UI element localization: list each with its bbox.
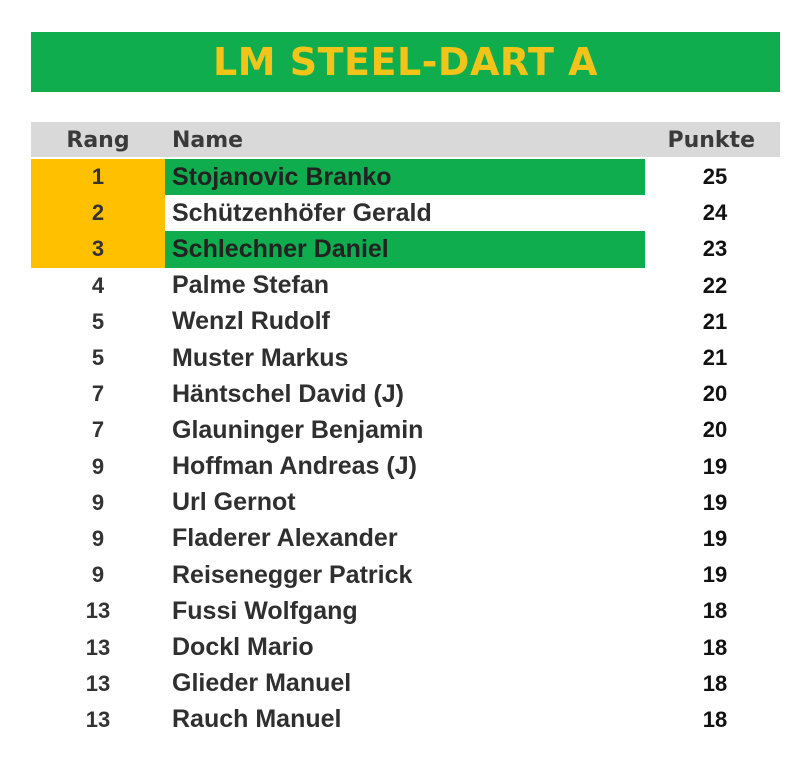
points-cell: 18 <box>702 598 728 624</box>
points-cell: 19 <box>702 525 728 551</box>
table-row: 1 Stojanovic Branko 25 <box>31 159 780 196</box>
rank-cell: 13 <box>85 598 111 624</box>
title-banner: LM STEEL-DART A <box>31 32 780 92</box>
table-row: 9 Hoffman Andreas (J) 19 <box>31 449 780 485</box>
player-name-cell: Reisenegger Patrick <box>172 560 413 589</box>
player-name-cell: Fladerer Alexander <box>172 524 398 553</box>
player-name-cell: Palme Stefan <box>172 271 330 300</box>
rank-cell: 13 <box>85 706 111 732</box>
rank-cell: 9 <box>91 525 105 551</box>
rank-cell: 5 <box>91 308 105 334</box>
rank-cell: 2 <box>31 195 165 232</box>
table-row: 13 Rauch Manuel 18 <box>31 702 780 738</box>
rank-cell: 7 <box>91 381 105 407</box>
rank-cell: 1 <box>31 159 165 196</box>
points-cell: 25 <box>702 164 728 190</box>
points-cell: 19 <box>702 453 728 479</box>
table-header: Rang Name Punkte <box>31 122 780 157</box>
points-cell: 18 <box>702 706 728 732</box>
rank-cell: 7 <box>91 417 105 443</box>
player-name-cell: Fussi Wolfgang <box>172 596 358 625</box>
player-name-cell: Glauninger Benjamin <box>172 415 424 444</box>
table-row: 4 Palme Stefan 22 <box>31 268 780 304</box>
player-name-cell: Dockl Mario <box>172 633 314 662</box>
player-name-cell: Rauch Manuel <box>172 705 342 734</box>
page-title: LM STEEL-DART A <box>212 40 598 84</box>
table-row: 13 Dockl Mario 18 <box>31 629 780 665</box>
points-cell: 18 <box>702 670 728 696</box>
table-row: 7 Häntschel David (J) 20 <box>31 376 780 412</box>
player-name-cell: Schlechner Daniel <box>165 231 645 268</box>
ranking-table: 1 Stojanovic Branko 25 2 Schützenhöfer Geral… <box>31 159 780 738</box>
points-cell: 20 <box>702 381 728 407</box>
rank-cell: 9 <box>91 489 105 515</box>
header-name: Name <box>172 128 244 153</box>
player-name-cell: Schützenhöfer Gerald <box>172 198 432 227</box>
table-row: 2 Schützenhöfer Gerald 24 <box>31 195 780 232</box>
points-cell: 21 <box>702 308 728 334</box>
points-cell: 21 <box>702 345 728 371</box>
points-cell: 18 <box>702 634 728 660</box>
table-row: 3 Schlechner Daniel 23 <box>31 231 780 268</box>
table-row: 5 Wenzl Rudolf 21 <box>31 304 780 340</box>
rank-cell: 9 <box>91 562 105 588</box>
player-name-cell: Muster Markus <box>172 343 349 372</box>
points-cell: 24 <box>702 200 728 226</box>
table-row: 13 Glieder Manuel 18 <box>31 666 780 702</box>
table-row: 9 Url Gernot 19 <box>31 485 780 521</box>
points-cell: 19 <box>702 489 728 515</box>
rank-cell: 13 <box>85 670 111 696</box>
rank-cell: 3 <box>31 231 165 268</box>
rank-cell: 5 <box>91 345 105 371</box>
rank-cell: 9 <box>91 453 105 479</box>
table-row: 9 Fladerer Alexander 19 <box>31 521 780 557</box>
table-row: 9 Reisenegger Patrick 19 <box>31 557 780 593</box>
points-cell: 20 <box>702 417 728 443</box>
header-punkte: Punkte <box>667 128 755 153</box>
points-cell: 23 <box>702 236 728 262</box>
player-name-cell: Häntschel David (J) <box>172 379 405 408</box>
player-name-cell: Stojanovic Branko <box>165 159 645 196</box>
table-row: 7 Glauninger Benjamin 20 <box>31 412 780 448</box>
player-name-cell: Wenzl Rudolf <box>172 307 330 336</box>
points-cell: 22 <box>702 272 728 298</box>
rank-cell: 13 <box>85 634 111 660</box>
player-name-cell: Hoffman Andreas (J) <box>172 452 417 481</box>
header-rang: Rang <box>66 128 130 153</box>
table-row: 5 Muster Markus 21 <box>31 340 780 376</box>
player-name-cell: Glieder Manuel <box>172 669 352 698</box>
player-name-cell: Url Gernot <box>172 488 296 517</box>
points-cell: 19 <box>702 562 728 588</box>
rank-cell: 4 <box>91 272 105 298</box>
table-row: 13 Fussi Wolfgang 18 <box>31 593 780 629</box>
